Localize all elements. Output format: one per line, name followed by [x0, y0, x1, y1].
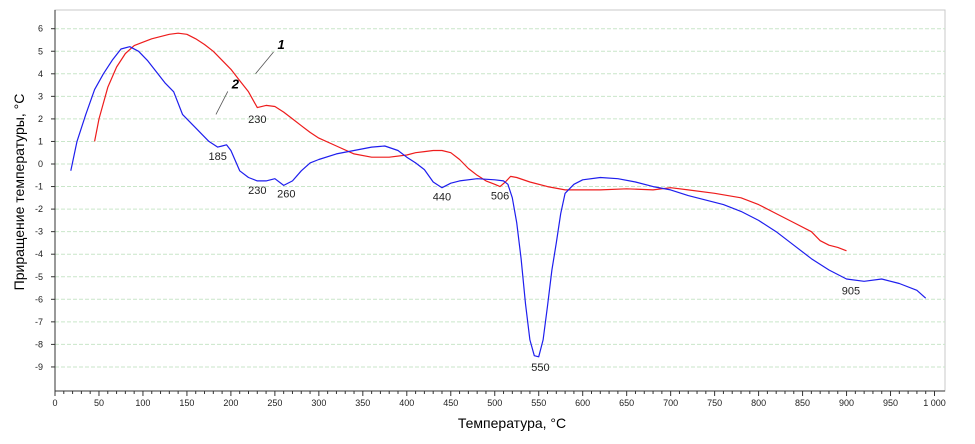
x-tick-labels: 0 50 100 150 200 250 300 350 400 450 500 550 600 650 7… [52, 398, 945, 408]
x-tick-label: 400 [399, 398, 414, 408]
annotation-label: 506 [491, 191, 509, 203]
y-tick-label: -9 [35, 362, 43, 372]
x-tick-label: 100 [135, 398, 150, 408]
annotation-label: 230 [248, 185, 266, 197]
x-tick-label: 450 [443, 398, 458, 408]
series-label-leader [255, 51, 274, 75]
y-tick-label: -4 [35, 249, 43, 259]
x-tick-label: 1 000 [923, 398, 946, 408]
x-tick-label: 150 [179, 398, 194, 408]
y-tick-label: -6 [35, 294, 43, 304]
series-label-1: 1 [278, 37, 285, 52]
x-tick-label: 500 [487, 398, 502, 408]
x-tick-label: 750 [707, 398, 722, 408]
x-tick-label: 600 [575, 398, 590, 408]
x-tick-label: 800 [751, 398, 766, 408]
y-tick-label: -8 [35, 339, 43, 349]
annotation-label: 440 [433, 192, 451, 204]
y-tick-label: -1 [35, 182, 43, 192]
y-tick-label: 0 [38, 159, 43, 169]
y-tick-label: 5 [38, 46, 43, 56]
x-tick-label: 0 [52, 398, 57, 408]
series-labels: 12 [231, 37, 285, 91]
x-tick-label: 350 [355, 398, 370, 408]
series-line-2 [70, 46, 927, 358]
series-line-1 [94, 32, 847, 252]
x-tick-label: 950 [883, 398, 898, 408]
y-tick-label: 3 [38, 91, 43, 101]
y-tick-label: 4 [38, 69, 43, 79]
x-tick-label: 850 [795, 398, 810, 408]
x-tick-label: 700 [663, 398, 678, 408]
series-label-2: 2 [231, 76, 240, 91]
y-tick-label: -3 [35, 227, 43, 237]
x-tick-label: 900 [839, 398, 854, 408]
x-tick-label: 650 [619, 398, 634, 408]
y-tick-label: -2 [35, 204, 43, 214]
x-tick-label: 200 [223, 398, 238, 408]
annotation-label: 260 [277, 188, 295, 200]
annotation-label: 550 [531, 362, 549, 374]
x-tick-label: 300 [311, 398, 326, 408]
annotation-label: 185 [209, 151, 227, 163]
y-tick-label: 2 [38, 114, 43, 124]
x-tick-label: 550 [531, 398, 546, 408]
series-label-leader [215, 91, 229, 115]
series-label-leaders [215, 51, 274, 115]
axes [51, 10, 945, 396]
y-axis-title: Приращение температуры, °C [11, 94, 27, 291]
y-tick-label: -5 [35, 272, 43, 282]
y-tick-label: 6 [38, 24, 43, 34]
x-tick-label: 50 [94, 398, 104, 408]
y-tick-label: -7 [35, 317, 43, 327]
annotation-label: 230 [248, 114, 266, 126]
annotation-label: 905 [842, 285, 860, 297]
x-tick-label: 250 [267, 398, 282, 408]
grid [55, 28, 945, 368]
y-tick-label: 1 [38, 136, 43, 146]
x-axis-title: Температура, °C [458, 415, 566, 431]
annotations: 230 185 230 260 440 506 550 905 [209, 114, 861, 374]
y-tick-labels: 6 5 4 3 2 1 0 -1 -2 -3 -4 -5 -6 -7 -8 -9 [35, 24, 43, 372]
series-lines [70, 32, 927, 358]
